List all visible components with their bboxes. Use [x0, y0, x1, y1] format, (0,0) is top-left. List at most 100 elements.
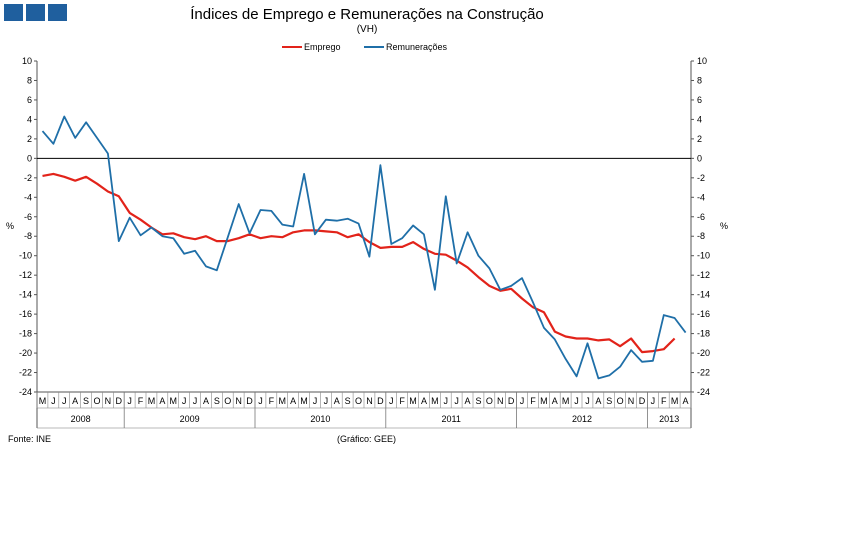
month-label: J [520, 396, 525, 406]
chart-title: Índices de Emprego e Remunerações na Con… [190, 6, 544, 23]
month-label: A [552, 396, 558, 406]
y-tick-label-right: -24 [697, 387, 710, 397]
month-label: M [148, 396, 156, 406]
y-axis-label-left: % [6, 221, 14, 231]
logo-block [26, 4, 45, 21]
y-tick-label-right: 2 [697, 134, 702, 144]
month-label: M [562, 396, 570, 406]
y-tick-label-left: -12 [19, 270, 32, 280]
month-label: A [683, 396, 689, 406]
month-label: M [39, 396, 47, 406]
year-label: 2013 [659, 414, 679, 424]
month-label: D [246, 396, 253, 406]
month-label: M [671, 396, 679, 406]
y-tick-label-left: -14 [19, 290, 32, 300]
y-tick-label-left: -16 [19, 309, 32, 319]
y-tick-label-right: 0 [697, 153, 702, 163]
month-label: S [606, 396, 612, 406]
month-label: F [269, 396, 275, 406]
month-label: S [214, 396, 220, 406]
month-label: S [83, 396, 89, 406]
month-label: F [138, 396, 144, 406]
month-label: J [193, 396, 198, 406]
y-tick-label-right: -10 [697, 251, 710, 261]
month-label: N [105, 396, 112, 406]
month-label: O [224, 396, 231, 406]
month-label: N [235, 396, 242, 406]
month-label: M [431, 396, 439, 406]
month-label: A [465, 396, 471, 406]
month-label: M [170, 396, 178, 406]
month-label: M [279, 396, 287, 406]
month-label: J [127, 396, 132, 406]
month-label: O [486, 396, 493, 406]
month-label: F [399, 396, 405, 406]
chart-subtitle: (VH) [356, 24, 378, 35]
year-label: 2009 [180, 414, 200, 424]
month-label: D [116, 396, 123, 406]
source-note: Fonte: INE [8, 434, 52, 444]
y-tick-label-right: -12 [697, 270, 710, 280]
y-tick-label-left: 0 [27, 153, 32, 163]
y-tick-label-left: 8 [27, 75, 32, 85]
month-label: N [366, 396, 373, 406]
month-label: A [159, 396, 165, 406]
y-tick-label-left: -20 [19, 348, 32, 358]
y-tick-label-left: -24 [19, 387, 32, 397]
month-label: O [617, 396, 624, 406]
year-label: 2011 [442, 414, 461, 424]
month-label: J [454, 396, 459, 406]
y-tick-label-left: -10 [19, 251, 32, 261]
y-tick-label-right: 10 [697, 56, 707, 66]
y-tick-label-right: -22 [697, 368, 710, 378]
y-tick-label-right: -2 [697, 173, 705, 183]
month-label: J [574, 396, 579, 406]
year-label: 2008 [71, 414, 91, 424]
y-tick-label-left: -6 [24, 212, 32, 222]
month-label: J [51, 396, 56, 406]
month-label: A [595, 396, 601, 406]
y-tick-label-right: -16 [697, 309, 710, 319]
month-label: J [444, 396, 449, 406]
month-label: S [345, 396, 351, 406]
month-label: F [530, 396, 536, 406]
y-axis-label-right: % [720, 221, 728, 231]
month-label: J [258, 396, 263, 406]
month-label: M [540, 396, 548, 406]
y-tick-label-left: -2 [24, 173, 32, 183]
series-line-emprego [42, 172, 676, 354]
month-label: J [182, 396, 187, 406]
month-label: A [334, 396, 340, 406]
month-label: A [421, 396, 427, 406]
month-label: D [639, 396, 646, 406]
legend: Emprego Remunerações [282, 42, 448, 52]
y-tick-label-left: 4 [27, 114, 32, 124]
y-tick-label-right: 4 [697, 114, 702, 124]
y-tick-label-left: 10 [22, 56, 32, 66]
month-label: J [324, 396, 329, 406]
month-label: J [585, 396, 590, 406]
month-label: N [628, 396, 635, 406]
month-label: N [497, 396, 504, 406]
year-label: 2010 [310, 414, 330, 424]
month-label: S [475, 396, 481, 406]
y-tick-label-left: -4 [24, 192, 32, 202]
y-tick-label-right: -4 [697, 192, 705, 202]
y-tick-label-left: -8 [24, 231, 32, 241]
series-line-remuneracoes [41, 115, 687, 380]
month-label: A [203, 396, 209, 406]
month-label: M [409, 396, 417, 406]
year-label: 2012 [572, 414, 592, 424]
y-tick-label-right: -14 [697, 290, 710, 300]
logo-block [4, 4, 23, 21]
y-tick-label-right: 6 [697, 95, 702, 105]
chart-credit: (Gráfico: GEE) [337, 434, 397, 444]
y-tick-label-left: 6 [27, 95, 32, 105]
month-label: J [389, 396, 394, 406]
month-label: O [93, 396, 100, 406]
month-label: A [290, 396, 296, 406]
month-label: J [651, 396, 656, 406]
y-tick-label-right: -8 [697, 231, 705, 241]
month-label: D [377, 396, 384, 406]
